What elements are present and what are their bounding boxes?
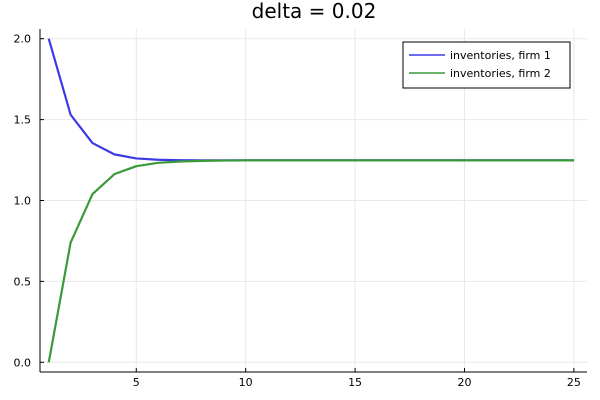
x-tick-label: 20	[457, 376, 471, 389]
x-tick-label: 25	[567, 376, 581, 389]
y-tick-label: 0.0	[14, 356, 32, 369]
y-tick-label: 0.5	[14, 275, 32, 288]
x-tick-label: 15	[348, 376, 362, 389]
legend-box	[402, 41, 571, 89]
grid-lines	[40, 29, 587, 372]
legend-label-2: inventories, firm 2	[450, 67, 551, 80]
legend: inventories, firm 1 inventories, firm 2	[402, 41, 571, 89]
legend-label-1: inventories, firm 1	[450, 49, 551, 62]
tick-labels: 5 10 15 20 25 0.0 0.5 1.0 1.5 2.0	[14, 33, 581, 389]
series-line-2	[47, 159, 574, 363]
chart-title: delta = 0.02	[252, 0, 377, 23]
x-tick-label: 5	[133, 376, 140, 389]
series-layer	[47, 38, 574, 363]
axes	[39, 29, 587, 373]
y-tick-label: 2.0	[14, 33, 32, 46]
x-tick-label: 10	[239, 376, 253, 389]
y-tick-label: 1.5	[14, 114, 32, 127]
y-tick-label: 1.0	[14, 195, 32, 208]
